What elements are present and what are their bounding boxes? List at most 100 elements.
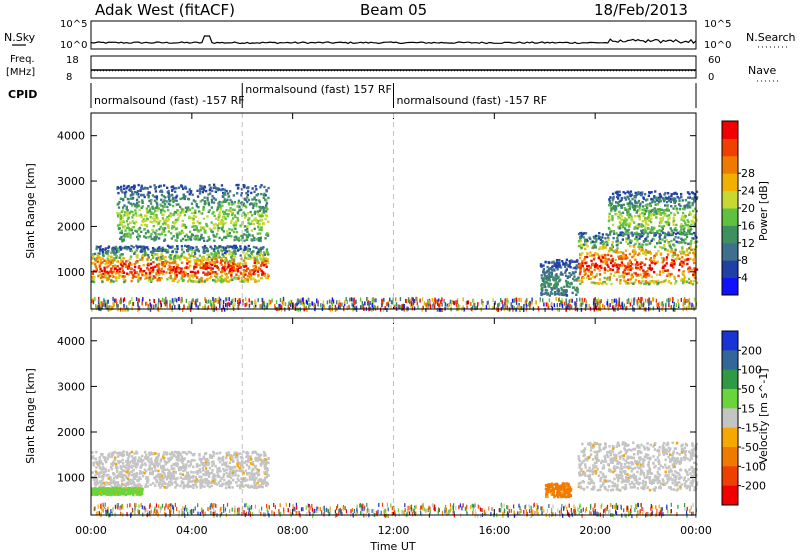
power-cell — [665, 269, 668, 273]
power-cell — [549, 283, 553, 286]
power-cell — [635, 225, 638, 228]
power-cell — [634, 237, 637, 241]
power-cell — [692, 221, 695, 224]
power-cell — [224, 217, 227, 221]
power-cell — [251, 253, 254, 257]
power-cell — [224, 193, 227, 196]
power-cell — [658, 232, 661, 236]
power-cell — [609, 259, 613, 262]
power-cell — [633, 301, 635, 306]
power-cell — [651, 226, 655, 230]
power-cell — [178, 271, 181, 275]
nave-tick-bottom: 0 — [708, 72, 714, 83]
power-cell — [146, 267, 149, 270]
power-cell — [352, 298, 355, 303]
power-cell — [148, 269, 151, 272]
velocity-cell — [151, 470, 155, 473]
power-cell — [687, 267, 690, 271]
power-cell — [140, 194, 143, 197]
power-cell — [617, 215, 620, 219]
power-cell — [182, 250, 185, 254]
power-cell — [199, 189, 202, 193]
power-cell — [245, 297, 247, 302]
power-cell — [421, 297, 424, 302]
power-cell — [234, 224, 237, 227]
power-cell — [662, 259, 665, 262]
velocity-cell — [163, 450, 166, 454]
power-cell — [586, 252, 589, 255]
velocity-cell — [147, 459, 150, 462]
power-cell — [175, 199, 178, 202]
power-cell — [249, 273, 252, 276]
power-cell — [592, 281, 595, 284]
power-cell — [94, 265, 97, 268]
power-cell — [604, 262, 607, 265]
power-cell — [216, 298, 218, 303]
power-cell — [648, 250, 651, 254]
power-cell — [627, 236, 630, 239]
power-cell — [506, 297, 508, 302]
power-cell — [260, 297, 263, 302]
power-cell — [551, 286, 554, 289]
power-cell — [263, 206, 266, 209]
power-cell — [688, 204, 691, 207]
power-cell — [614, 251, 617, 254]
power-cell — [558, 259, 561, 262]
power-cell — [254, 185, 257, 188]
power-cell — [263, 306, 266, 311]
power-cell — [222, 210, 225, 213]
power-cell — [164, 259, 167, 262]
power-cell — [650, 197, 653, 201]
power-cell — [166, 216, 169, 219]
velocity-cell — [201, 466, 204, 470]
power-cell — [661, 216, 665, 219]
power-cell — [245, 257, 249, 260]
power-cell — [656, 199, 659, 202]
power-cell — [259, 239, 262, 243]
power-cell — [398, 304, 400, 309]
power-cell — [171, 193, 174, 197]
power-cell — [187, 260, 191, 263]
power-cell — [166, 303, 168, 308]
power-cell — [136, 260, 139, 263]
power-cell — [129, 210, 133, 213]
power-cell — [601, 247, 604, 250]
velocity-cell — [148, 465, 152, 469]
power-cell — [633, 232, 637, 235]
power-cell — [593, 241, 597, 244]
power-cell — [574, 270, 577, 273]
power-cell — [179, 214, 182, 217]
power-cell — [309, 302, 311, 307]
power-cell — [654, 232, 657, 235]
power-cell — [126, 185, 129, 188]
power-cell — [361, 300, 363, 305]
nsky-frame — [90, 20, 697, 50]
power-cell — [644, 238, 647, 241]
power-cell — [210, 198, 214, 201]
power-cell — [141, 258, 144, 261]
power-cell — [175, 275, 178, 279]
power-cell — [144, 232, 148, 235]
power-cell — [239, 247, 242, 251]
power-cell — [547, 302, 549, 307]
power-cell — [149, 270, 153, 273]
power-cell — [686, 224, 689, 227]
power-cell — [339, 305, 342, 310]
power-cell — [187, 266, 190, 269]
power-cell — [208, 277, 211, 280]
power-cell — [159, 233, 162, 236]
power-cell — [555, 284, 558, 287]
power-cell — [162, 264, 165, 268]
power-cell — [112, 305, 114, 310]
power-cell — [326, 300, 329, 305]
power-cell — [234, 227, 237, 231]
power-cell — [162, 257, 165, 260]
power-cell — [126, 214, 129, 217]
power-cell — [353, 306, 356, 311]
power-cell — [214, 253, 217, 256]
power-cell — [598, 269, 601, 272]
velocity-cell — [139, 458, 143, 461]
power-cell — [239, 224, 242, 227]
power-cell — [255, 199, 258, 202]
power-cell — [234, 250, 237, 254]
